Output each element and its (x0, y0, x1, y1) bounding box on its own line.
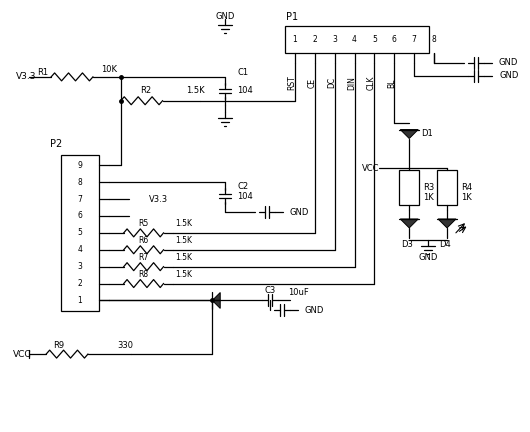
Text: 1.5K: 1.5K (175, 253, 192, 262)
Text: R4: R4 (461, 183, 472, 192)
Text: R3: R3 (423, 183, 435, 192)
Text: C1: C1 (237, 68, 248, 77)
Text: C3: C3 (264, 286, 276, 295)
Text: 3: 3 (332, 35, 337, 44)
Text: D3: D3 (401, 240, 413, 249)
Text: 10K: 10K (101, 65, 117, 74)
Text: GND: GND (499, 58, 518, 67)
Polygon shape (438, 219, 456, 228)
Text: 1.5K: 1.5K (186, 86, 205, 95)
Text: 6: 6 (77, 212, 82, 220)
Text: D4: D4 (439, 240, 451, 249)
Polygon shape (213, 292, 220, 308)
Text: 6: 6 (392, 35, 397, 44)
Text: CLK: CLK (367, 76, 376, 90)
Text: 8: 8 (77, 178, 82, 187)
Text: 4: 4 (77, 245, 82, 254)
Text: 9: 9 (77, 161, 82, 170)
Text: V3.3: V3.3 (16, 73, 37, 81)
Polygon shape (400, 130, 418, 139)
Text: R1: R1 (38, 68, 49, 77)
Text: R2: R2 (140, 86, 151, 95)
Bar (61, 156, 99, 311)
Text: P2: P2 (50, 140, 62, 149)
Text: VCC: VCC (362, 164, 379, 173)
Text: 1: 1 (77, 296, 82, 305)
Text: BL: BL (387, 78, 396, 88)
Text: VCC: VCC (13, 349, 32, 359)
Text: R7: R7 (138, 253, 149, 262)
Text: 104: 104 (237, 86, 253, 95)
Text: 330: 330 (118, 341, 134, 349)
Text: 104: 104 (237, 192, 253, 200)
Text: R8: R8 (138, 270, 149, 279)
Polygon shape (400, 219, 418, 228)
Text: 10uF: 10uF (288, 288, 308, 297)
Text: 1K: 1K (423, 193, 434, 202)
Text: DIN: DIN (347, 76, 356, 90)
Bar (399, 170, 419, 205)
Text: R5: R5 (138, 219, 149, 229)
Text: 1: 1 (293, 35, 297, 44)
Text: GND: GND (500, 71, 519, 80)
Text: 1K: 1K (461, 193, 472, 202)
Text: 2: 2 (77, 279, 82, 288)
Bar (285, 26, 429, 53)
Text: R9: R9 (54, 341, 65, 349)
Text: GND: GND (216, 12, 235, 21)
Text: 5: 5 (372, 35, 377, 44)
Text: 4: 4 (352, 35, 357, 44)
Text: GND: GND (305, 306, 324, 315)
Text: 1.5K: 1.5K (175, 270, 192, 279)
Text: GND: GND (419, 253, 438, 262)
Text: D1: D1 (421, 129, 433, 138)
Text: CE: CE (307, 78, 316, 88)
Text: 5: 5 (77, 229, 82, 238)
Text: R6: R6 (138, 236, 149, 245)
Text: 7: 7 (77, 194, 82, 203)
Bar (437, 170, 457, 205)
Text: 2: 2 (312, 35, 317, 44)
Text: 8: 8 (432, 35, 437, 44)
Text: 1.5K: 1.5K (175, 219, 192, 229)
Text: C2: C2 (237, 182, 248, 191)
Text: V3.3: V3.3 (148, 194, 167, 203)
Text: GND: GND (290, 207, 309, 216)
Text: RST: RST (287, 76, 296, 90)
Text: 3: 3 (77, 262, 82, 271)
Text: 7: 7 (412, 35, 417, 44)
Text: 1.5K: 1.5K (175, 236, 192, 245)
Text: DC: DC (327, 77, 336, 89)
Text: P1: P1 (286, 12, 298, 22)
